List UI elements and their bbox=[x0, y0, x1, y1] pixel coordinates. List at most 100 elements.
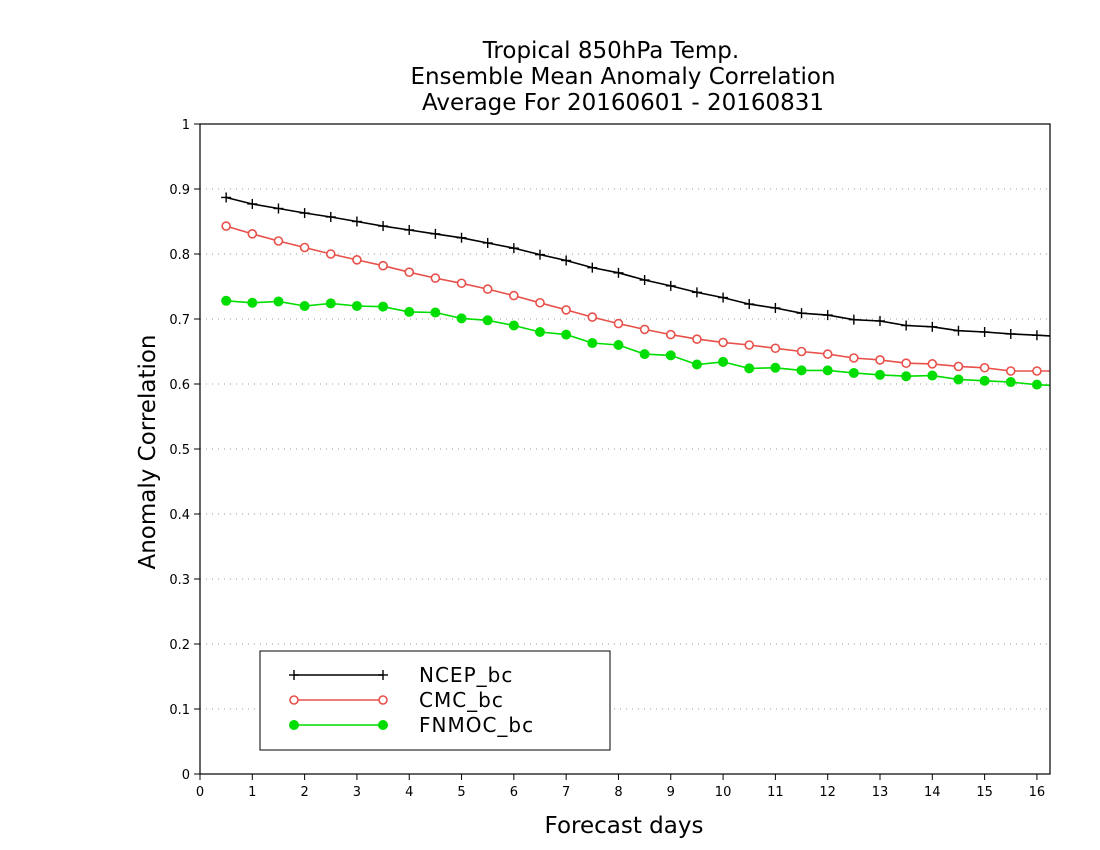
data-point-fnmoc-bc bbox=[1005, 377, 1016, 388]
data-point-cmc-bc bbox=[325, 249, 336, 259]
data-point-ncep-bc bbox=[1005, 328, 1016, 339]
legend-label-cmc-bc: CMC_bc bbox=[419, 688, 504, 712]
legend-entry-cmc-bc: CMC_bc bbox=[289, 688, 504, 712]
x-tick-label: 5 bbox=[457, 785, 465, 800]
data-point-fnmoc-bc bbox=[430, 307, 441, 318]
data-point-fnmoc-bc bbox=[796, 365, 807, 376]
legend-marker-fnmoc-bc bbox=[378, 720, 388, 730]
chart-title-line-1: Tropical 850hPa Temp. bbox=[482, 38, 739, 64]
data-point-cmc-bc bbox=[639, 324, 650, 335]
series-cmc-bc bbox=[221, 221, 1050, 376]
data-point-ncep-bc bbox=[927, 321, 938, 332]
legend-marker-cmc-bc bbox=[378, 695, 388, 705]
data-point-cmc-bc bbox=[927, 359, 938, 369]
legend-label-fnmoc-bc: FNMOC_bc bbox=[419, 713, 534, 737]
y-tick-label: 0.5 bbox=[169, 443, 190, 458]
y-axis-ticks: 0 0.1 0.2 0.3 0.4 0.5 0.6 0.7 0.8 0.9 1 bbox=[169, 118, 200, 783]
data-point-ncep-bc bbox=[351, 216, 362, 227]
legend-entry-fnmoc-bc: FNMOC_bc bbox=[289, 713, 534, 737]
data-point-cmc-bc bbox=[770, 343, 781, 354]
data-point-cmc-bc bbox=[247, 229, 258, 239]
data-point-ncep-bc bbox=[404, 224, 415, 235]
x-tick-label: 12 bbox=[819, 785, 836, 800]
x-axis-ticks: 0 1 2 3 4 5 6 7 8 9 10 11 12 13 14 15 16 bbox=[196, 774, 1045, 800]
series-fnmoc-bc bbox=[221, 295, 1051, 390]
chart-title: Tropical 850hPa Temp. Ensemble Mean Anom… bbox=[410, 38, 835, 116]
data-point-ncep-bc bbox=[561, 255, 572, 266]
y-tick-label: 0.3 bbox=[169, 573, 190, 588]
data-point-cmc-bc bbox=[718, 337, 728, 348]
legend-marker-cmc-bc bbox=[289, 695, 299, 705]
data-point-ncep-bc bbox=[718, 292, 729, 303]
x-tick-label: 0 bbox=[196, 785, 204, 800]
data-point-fnmoc-bc bbox=[325, 298, 336, 309]
data-point-ncep-bc bbox=[273, 203, 284, 214]
y-tick-label: 0.2 bbox=[169, 638, 190, 653]
data-point-fnmoc-bc bbox=[822, 365, 833, 376]
data-point-ncep-bc bbox=[953, 325, 964, 336]
data-point-fnmoc-bc bbox=[691, 359, 702, 370]
data-point-fnmoc-bc bbox=[404, 306, 415, 317]
series-ncep-bc bbox=[221, 192, 1051, 341]
data-point-ncep-bc bbox=[378, 221, 389, 232]
data-point-cmc-bc bbox=[299, 242, 310, 253]
data-point-cmc-bc bbox=[901, 358, 911, 369]
data-point-fnmoc-bc bbox=[299, 301, 310, 311]
data-point-ncep-bc bbox=[535, 249, 545, 260]
data-point-ncep-bc bbox=[482, 237, 493, 248]
y-tick-label: 0 bbox=[182, 768, 190, 783]
data-point-fnmoc-bc bbox=[378, 301, 389, 312]
data-point-ncep-bc bbox=[508, 243, 519, 254]
x-tick-label: 13 bbox=[872, 785, 889, 800]
data-point-cmc-bc bbox=[561, 305, 571, 315]
data-point-fnmoc-bc bbox=[508, 320, 519, 331]
y-tick-label: 0.4 bbox=[169, 508, 190, 523]
data-point-fnmoc-bc bbox=[561, 329, 572, 340]
y-tick-label: 1 bbox=[182, 118, 190, 133]
data-point-fnmoc-bc bbox=[273, 296, 284, 307]
x-tick-label: 1 bbox=[248, 785, 256, 800]
data-point-ncep-bc bbox=[875, 315, 885, 326]
legend-entry-ncep-bc: NCEP_bc bbox=[289, 663, 512, 687]
data-point-cmc-bc bbox=[744, 340, 755, 350]
chart-title-line-2: Ensemble Mean Anomaly Correlation bbox=[410, 64, 835, 90]
data-point-ncep-bc bbox=[299, 208, 310, 219]
data-point-ncep-bc bbox=[639, 275, 650, 285]
data-point-fnmoc-bc bbox=[665, 350, 676, 361]
data-point-fnmoc-bc bbox=[613, 340, 624, 350]
data-point-cmc-bc bbox=[796, 346, 807, 357]
data-point-ncep-bc bbox=[822, 310, 833, 321]
series-line-fnmoc-bc bbox=[226, 300, 1051, 387]
data-point-fnmoc-bc bbox=[247, 297, 258, 308]
data-point-fnmoc-bc bbox=[953, 374, 964, 385]
data-point-ncep-bc bbox=[221, 192, 232, 203]
x-tick-label: 14 bbox=[924, 785, 941, 800]
data-point-cmc-bc bbox=[430, 273, 441, 283]
data-point-ncep-bc bbox=[247, 198, 258, 209]
data-point-cmc-bc bbox=[456, 278, 467, 289]
data-point-cmc-bc bbox=[822, 349, 833, 359]
x-tick-label: 9 bbox=[667, 785, 675, 800]
data-point-fnmoc-bc bbox=[456, 313, 467, 324]
y-tick-label: 0.7 bbox=[169, 313, 190, 328]
data-point-fnmoc-bc bbox=[535, 327, 545, 337]
x-tick-label: 15 bbox=[976, 785, 993, 800]
data-point-cmc-bc bbox=[587, 312, 598, 322]
data-point-fnmoc-bc bbox=[587, 338, 598, 349]
x-tick-label: 2 bbox=[300, 785, 308, 800]
x-tick-label: 3 bbox=[353, 785, 361, 800]
data-point-ncep-bc bbox=[587, 262, 598, 273]
series-line-ncep-bc bbox=[226, 196, 1051, 337]
data-point-cmc-bc bbox=[509, 290, 519, 301]
x-tick-label: 16 bbox=[1029, 785, 1046, 800]
y-tick-label: 0.1 bbox=[169, 703, 190, 718]
data-point-fnmoc-bc bbox=[901, 371, 912, 382]
x-tick-label: 6 bbox=[510, 785, 518, 800]
legend-marker-ncep-bc bbox=[289, 670, 299, 680]
y-tick-label: 0.8 bbox=[169, 248, 190, 263]
data-point-ncep-bc bbox=[979, 327, 990, 337]
data-point-fnmoc-bc bbox=[927, 370, 938, 381]
data-point-ncep-bc bbox=[325, 211, 336, 222]
